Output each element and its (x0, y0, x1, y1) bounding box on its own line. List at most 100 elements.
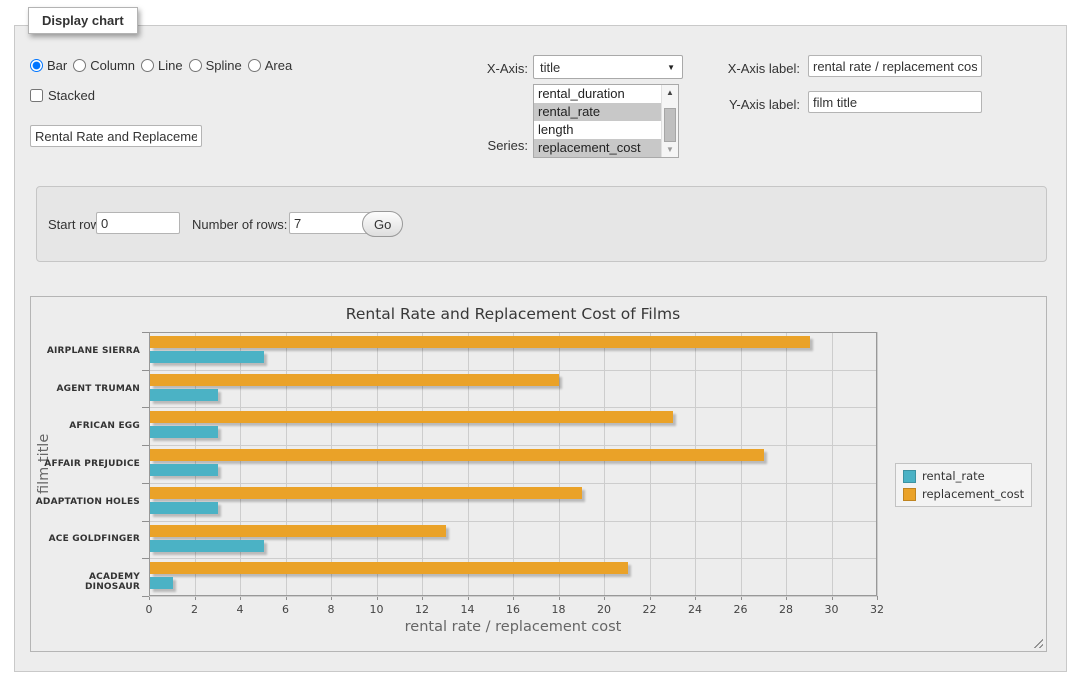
legend-item-rental_rate: rental_rate (903, 469, 1024, 483)
series-option-rental_duration[interactable]: rental_duration (534, 85, 661, 103)
x-tick-label: 8 (311, 603, 351, 616)
chart-type-radio-group: BarColumnLineSplineArea (30, 58, 292, 73)
x-tick-label: 6 (266, 603, 306, 616)
x-axis-select[interactable]: title ▼ (533, 55, 683, 79)
page: Display chart BarColumnLineSplineArea St… (0, 0, 1081, 681)
legend-label: replacement_cost (922, 487, 1024, 501)
bar-rental_rate (150, 426, 218, 438)
chart-type-option-area: Area (248, 58, 292, 73)
bar-replacement_cost (150, 411, 673, 423)
x-tick-label: 20 (584, 603, 624, 616)
category-label: ADAPTATION HOLES (31, 497, 140, 507)
x-axis-select-label: X-Axis: (455, 61, 528, 76)
x-tick-label: 14 (448, 603, 488, 616)
panel-title: Display chart (28, 7, 138, 34)
series-listbox[interactable]: rental_durationrental_ratelengthreplacem… (533, 84, 679, 158)
x-axis-selected-value: title (540, 60, 560, 75)
category-label: ACE GOLDFINGER (31, 534, 140, 544)
y-tickmark (142, 445, 149, 446)
bar-rental_rate (150, 540, 264, 552)
series-option-length[interactable]: length (534, 121, 661, 139)
y-tickmark (142, 370, 149, 371)
x-tick-label: 16 (493, 603, 533, 616)
scroll-down-icon[interactable]: ▼ (662, 142, 678, 157)
chart-type-label: Spline (206, 58, 242, 73)
legend-item-replacement_cost: replacement_cost (903, 487, 1024, 501)
start-row-input[interactable] (96, 212, 180, 234)
chart-type-radio-spline[interactable] (189, 59, 202, 72)
chart-type-radio-bar[interactable] (30, 59, 43, 72)
num-rows-input[interactable] (289, 212, 373, 234)
y-tickmark (142, 521, 149, 522)
y-tickmark (142, 332, 149, 333)
bar-rental_rate (150, 577, 173, 589)
y-axis-label-caption: Y-Axis label: (700, 97, 800, 112)
x-axis-label-input[interactable] (808, 55, 982, 77)
y-tickmark (142, 407, 149, 408)
x-tick-label: 10 (357, 603, 397, 616)
y-tickmark (142, 483, 149, 484)
scroll-up-icon[interactable]: ▲ (662, 85, 678, 100)
chart-title-input[interactable] (30, 125, 202, 147)
x-tick-label: 0 (129, 603, 169, 616)
y-tickmark (142, 596, 149, 597)
chart-type-option-line: Line (141, 58, 183, 73)
row-range-panel (36, 186, 1047, 262)
go-button[interactable]: Go (362, 211, 403, 237)
y-tickmark (142, 558, 149, 559)
category-label: AFFAIR PREJUDICE (31, 459, 140, 469)
chevron-down-icon: ▼ (667, 63, 675, 72)
legend-label: rental_rate (922, 469, 985, 483)
stacked-label: Stacked (48, 88, 95, 103)
x-tickmark (877, 596, 878, 600)
stacked-checkbox[interactable] (30, 89, 43, 102)
bar-replacement_cost (150, 487, 582, 499)
x-tick-label: 22 (630, 603, 670, 616)
x-tick-label: 4 (220, 603, 260, 616)
stacked-checkbox-row: Stacked (30, 88, 95, 103)
chart-type-label: Line (158, 58, 183, 73)
listbox-scrollbar[interactable]: ▲ ▼ (661, 85, 678, 157)
x-tick-label: 28 (766, 603, 806, 616)
bar-replacement_cost (150, 374, 559, 386)
chart-type-radio-column[interactable] (73, 59, 86, 72)
y-axis-label-input[interactable] (808, 91, 982, 113)
x-axis-label-caption: X-Axis label: (700, 61, 800, 76)
chart-type-option-spline: Spline (189, 58, 242, 73)
chart-container: Rental Rate and Replacement Cost of Film… (30, 296, 1047, 652)
chart-type-radio-area[interactable] (248, 59, 261, 72)
series-options: rental_durationrental_ratelengthreplacem… (534, 85, 661, 157)
chart-legend: rental_rate replacement_cost (895, 463, 1032, 507)
x-axis-title: rental rate / replacement cost (149, 619, 877, 635)
num-rows-label: Number of rows: (192, 217, 287, 232)
series-option-replacement_cost[interactable]: replacement_cost (534, 139, 661, 157)
bar-rental_rate (150, 389, 218, 401)
bar-replacement_cost (150, 449, 764, 461)
category-label: ACADEMY DINOSAUR (31, 572, 140, 592)
bar-replacement_cost (150, 525, 446, 537)
resize-handle-icon[interactable] (1031, 636, 1043, 648)
x-tick-label: 24 (675, 603, 715, 616)
x-tick-label: 30 (812, 603, 852, 616)
legend-swatch-rental_rate (903, 470, 916, 483)
chart-type-radio-line[interactable] (141, 59, 154, 72)
bar-replacement_cost (150, 336, 810, 348)
bar-rental_rate (150, 464, 218, 476)
legend-swatch-replacement_cost (903, 488, 916, 501)
series-select-label: Series: (455, 138, 528, 153)
chart-type-label: Area (265, 58, 292, 73)
gridline-v (877, 332, 878, 596)
category-label: AGENT TRUMAN (31, 384, 140, 394)
plot-border (149, 332, 877, 596)
x-tick-label: 2 (175, 603, 215, 616)
bar-rental_rate (150, 502, 218, 514)
x-tick-label: 12 (402, 603, 442, 616)
bar-rental_rate (150, 351, 264, 363)
x-tick-label: 26 (721, 603, 761, 616)
chart-type-label: Bar (47, 58, 67, 73)
series-option-rental_rate[interactable]: rental_rate (534, 103, 661, 121)
gridline-h (149, 596, 877, 597)
bar-replacement_cost (150, 562, 628, 574)
scrollbar-thumb[interactable] (664, 108, 676, 142)
x-tick-label: 32 (857, 603, 897, 616)
